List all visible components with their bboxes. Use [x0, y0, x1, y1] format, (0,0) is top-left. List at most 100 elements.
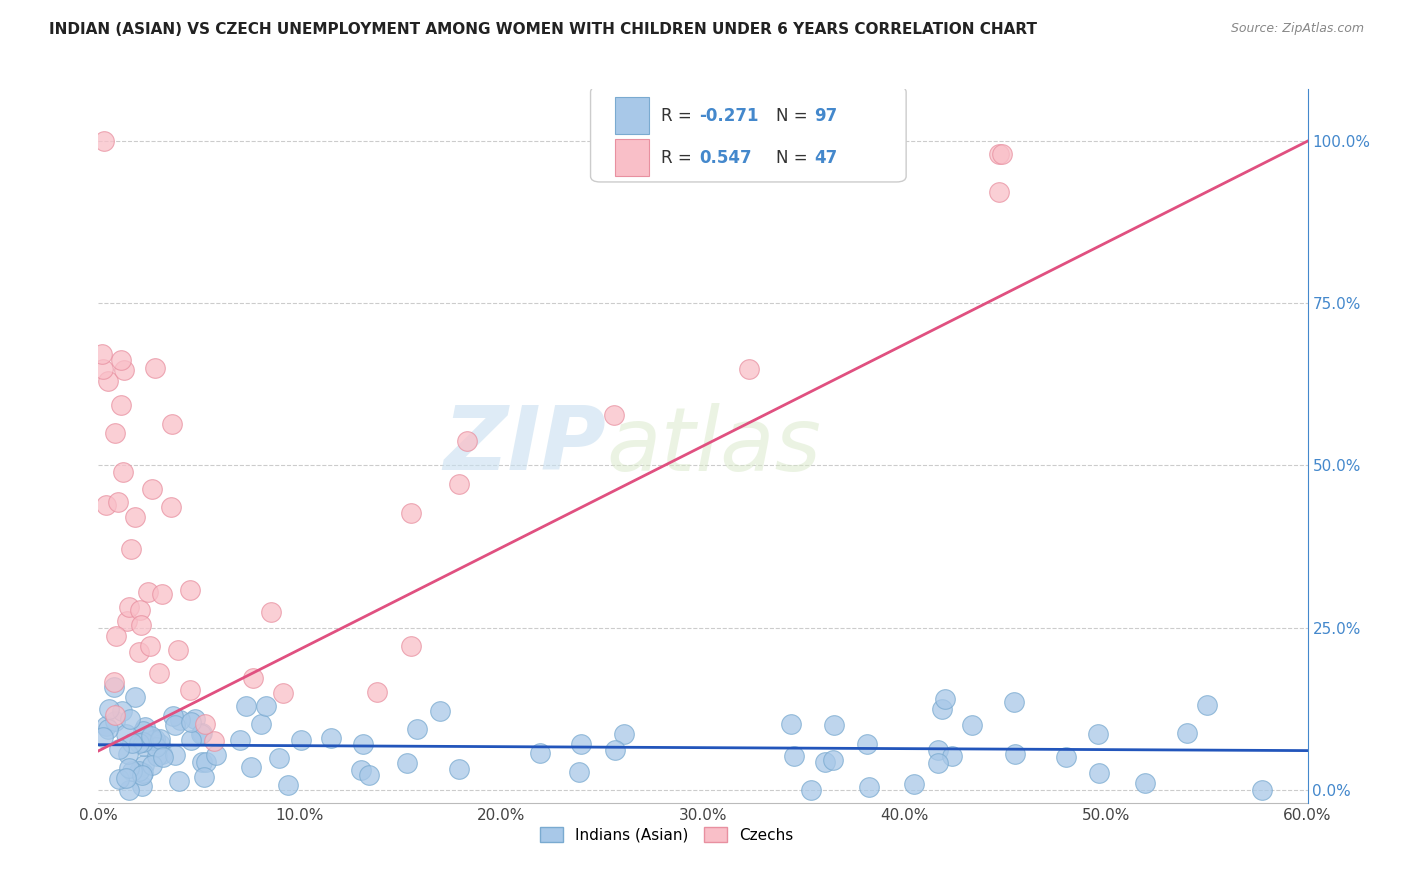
Point: [352, 738, 374, 752]
Point: [987, 186, 1010, 200]
Text: N =: N =: [776, 149, 813, 167]
Point: [118, 782, 141, 797]
Point: [118, 712, 141, 726]
Point: [103, 425, 125, 440]
Point: [193, 770, 215, 784]
Point: [103, 674, 125, 689]
Point: [603, 408, 626, 422]
Point: [136, 584, 159, 599]
Text: 0.547: 0.547: [699, 149, 752, 167]
Point: [349, 763, 371, 777]
Point: [242, 672, 264, 686]
Point: [254, 698, 277, 713]
Text: 47: 47: [814, 149, 838, 167]
Text: atlas: atlas: [606, 403, 821, 489]
Point: [141, 757, 163, 772]
Point: [529, 746, 551, 760]
Text: R =: R =: [661, 107, 697, 125]
Point: [1054, 750, 1077, 764]
Point: [738, 362, 761, 376]
Text: ZIP: ZIP: [443, 402, 606, 490]
Point: [1004, 747, 1026, 761]
Point: [780, 717, 803, 731]
Point: [240, 760, 263, 774]
Point: [112, 363, 135, 377]
Point: [132, 735, 155, 749]
FancyBboxPatch shape: [614, 97, 648, 134]
Point: [163, 717, 186, 731]
Point: [148, 666, 170, 681]
Point: [399, 640, 422, 654]
Point: [97, 374, 120, 388]
Point: [319, 731, 342, 745]
Point: [205, 747, 228, 762]
Point: [145, 740, 167, 755]
Point: [1087, 727, 1109, 741]
Point: [117, 615, 139, 629]
Point: [93, 134, 115, 148]
Point: [858, 780, 880, 794]
Point: [180, 715, 202, 730]
Point: [267, 751, 290, 765]
Text: INDIAN (ASIAN) VS CZECH UNEMPLOYMENT AMONG WOMEN WITH CHILDREN UNDER 6 YEARS COR: INDIAN (ASIAN) VS CZECH UNEMPLOYMENT AMO…: [49, 22, 1038, 37]
FancyBboxPatch shape: [591, 87, 905, 182]
Point: [821, 753, 844, 767]
Point: [179, 682, 201, 697]
Text: Source: ZipAtlas.com: Source: ZipAtlas.com: [1230, 22, 1364, 36]
Text: R =: R =: [661, 149, 697, 167]
Point: [180, 732, 202, 747]
Point: [927, 743, 949, 757]
Point: [110, 398, 132, 412]
Point: [1195, 698, 1218, 713]
Point: [93, 730, 115, 744]
Point: [108, 742, 131, 756]
Point: [290, 733, 312, 747]
Point: [143, 360, 166, 375]
Point: [179, 583, 201, 598]
Point: [271, 686, 294, 700]
Point: [987, 147, 1010, 161]
FancyBboxPatch shape: [614, 139, 648, 177]
Point: [132, 766, 155, 780]
Point: [115, 727, 138, 741]
Point: [202, 733, 225, 747]
Point: [117, 761, 139, 775]
Point: [357, 767, 380, 781]
Point: [456, 434, 478, 448]
Point: [249, 717, 271, 731]
Point: [131, 768, 153, 782]
Point: [1088, 766, 1111, 780]
Point: [120, 542, 142, 557]
Point: [429, 704, 451, 718]
Point: [131, 779, 153, 793]
Point: [366, 685, 388, 699]
Point: [190, 726, 212, 740]
Point: [143, 732, 166, 747]
Point: [823, 717, 845, 731]
Point: [114, 771, 136, 785]
Point: [194, 716, 217, 731]
Point: [132, 739, 155, 754]
Point: [169, 714, 191, 728]
Point: [96, 719, 118, 733]
Point: [1002, 695, 1025, 709]
Point: [927, 756, 949, 770]
Point: [149, 737, 172, 751]
Point: [104, 708, 127, 723]
Point: [228, 733, 250, 747]
Point: [132, 723, 155, 738]
Point: [107, 495, 129, 509]
Point: [141, 729, 163, 743]
Point: [160, 500, 183, 515]
Point: [111, 465, 134, 479]
Point: [117, 747, 139, 762]
Text: 97: 97: [814, 107, 838, 125]
Point: [160, 417, 183, 431]
Point: [121, 764, 143, 779]
Point: [1133, 776, 1156, 790]
Point: [105, 629, 128, 643]
Point: [800, 782, 823, 797]
Point: [163, 748, 186, 763]
Point: [569, 737, 592, 751]
Point: [146, 748, 169, 763]
